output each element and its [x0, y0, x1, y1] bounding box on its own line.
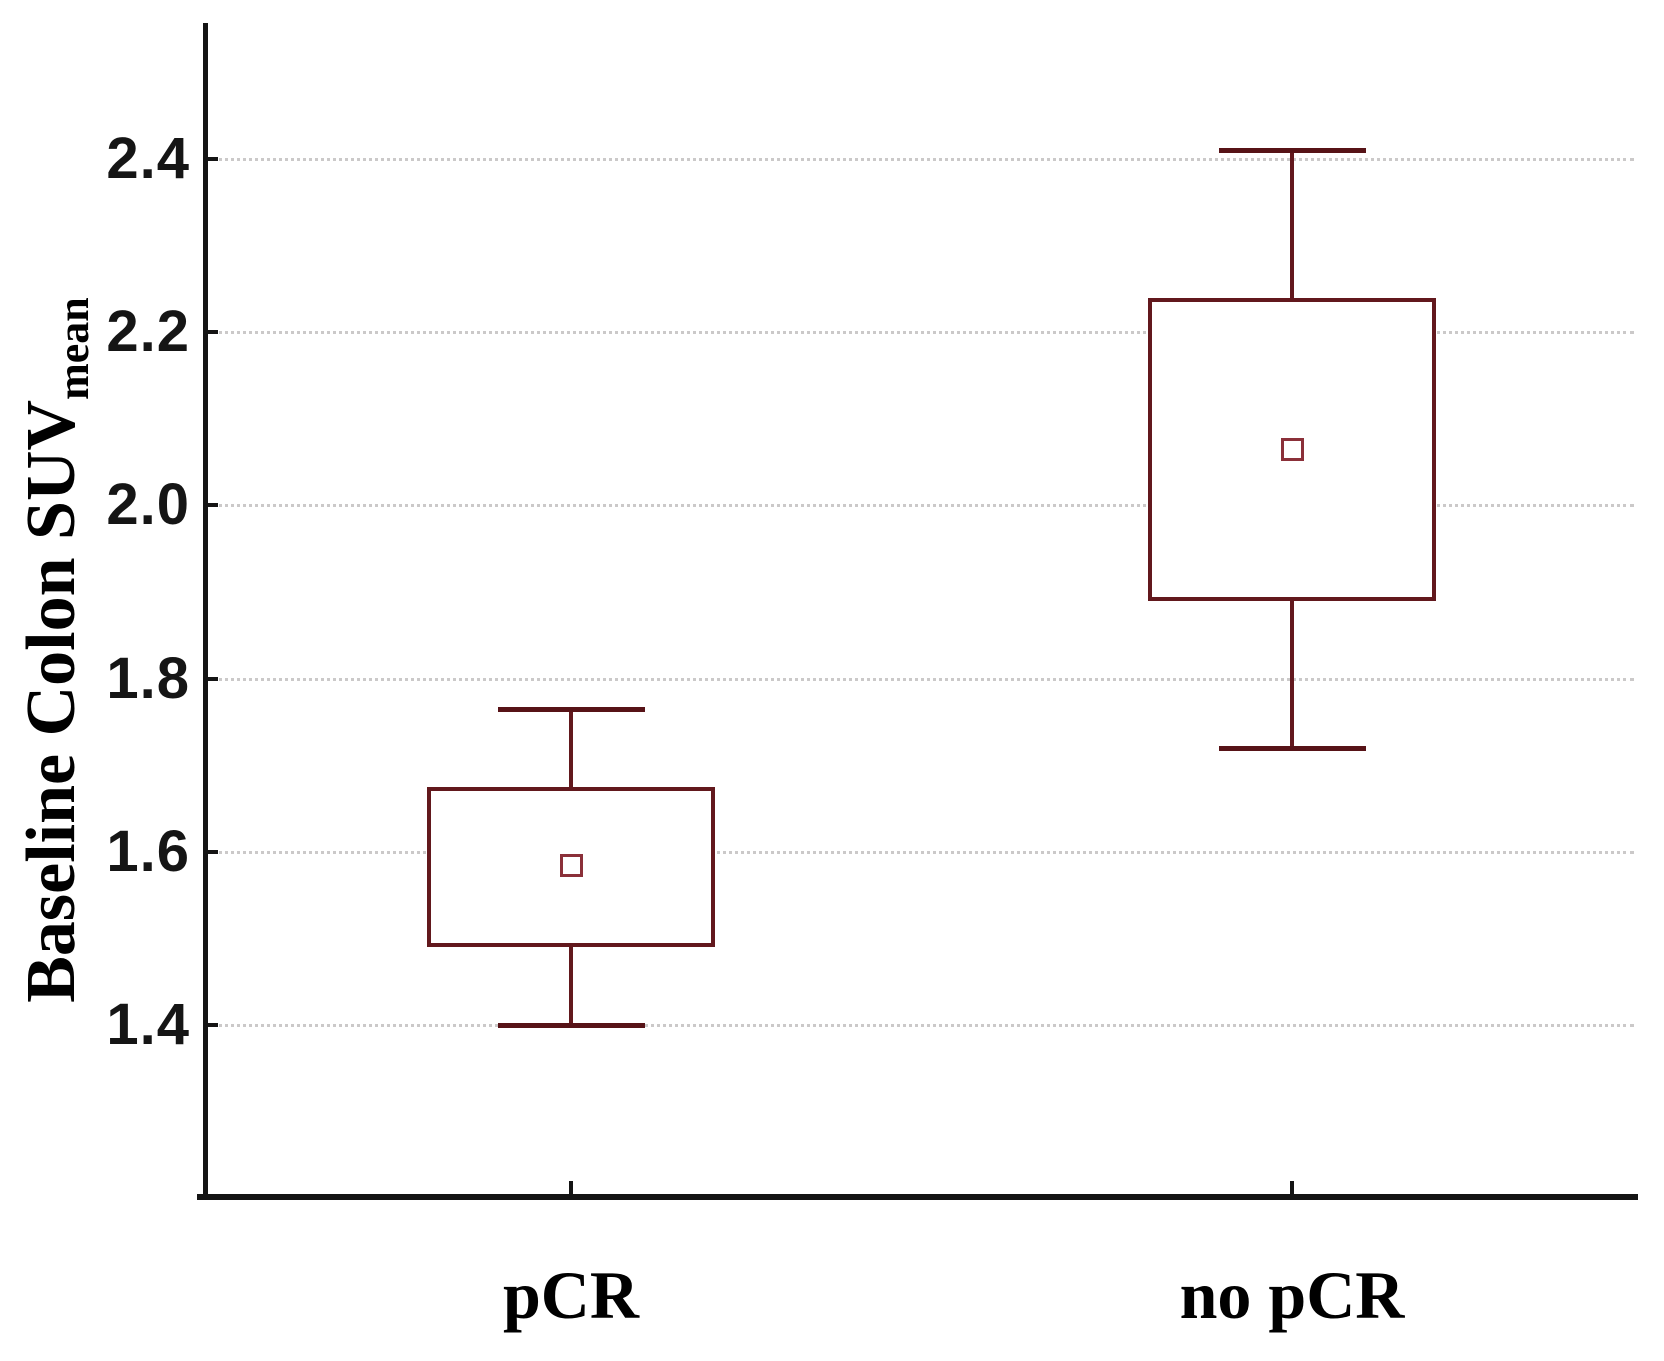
x-category-label: no pCR [1179, 1257, 1405, 1333]
y-tick-label: 2.0 [106, 472, 190, 538]
y-tick-label: 2.4 [106, 126, 190, 191]
y-axis-line [203, 23, 208, 1200]
y-tick-mark [203, 503, 218, 508]
x-category-label: pCR [502, 1257, 640, 1333]
y-tick-label: 1.6 [106, 818, 190, 884]
y-tick-mark [203, 1023, 218, 1027]
y-tick-label: 1.4 [106, 992, 190, 1057]
gridline-y-2.4 [212, 158, 1634, 161]
gridline-y-2.0 [212, 504, 1634, 508]
gridline-y-1.8 [212, 677, 1634, 681]
y-tick-label: 2.2 [106, 299, 190, 365]
gridline-y-1.6 [212, 850, 1634, 854]
whisker-upper-stem [569, 708, 573, 787]
y-tick-mark [203, 157, 218, 161]
x-tick-mark [1290, 1181, 1294, 1194]
whisker-lower-stem [569, 947, 573, 1025]
mean-marker [560, 853, 583, 877]
x-tick-mark [569, 1181, 573, 1194]
x-axis-line [197, 1194, 1638, 1200]
y-tick-mark [203, 849, 218, 854]
whisker-lower-stem [1290, 600, 1294, 748]
gridline-y-2.2 [212, 331, 1634, 335]
y-tick-mark [203, 330, 218, 335]
mean-marker [1281, 438, 1304, 462]
whisker-upper-cap [1218, 148, 1366, 154]
box-pCR [427, 786, 715, 948]
whisker-lower-cap [497, 1023, 645, 1028]
y-tick-mark [203, 676, 218, 681]
y-tick-label: 1.8 [106, 645, 190, 711]
whisker-upper-cap [497, 706, 645, 712]
whisker-upper-stem [1290, 150, 1294, 298]
gridline-y-1.4 [212, 1024, 1634, 1027]
whisker-lower-cap [1218, 745, 1366, 751]
